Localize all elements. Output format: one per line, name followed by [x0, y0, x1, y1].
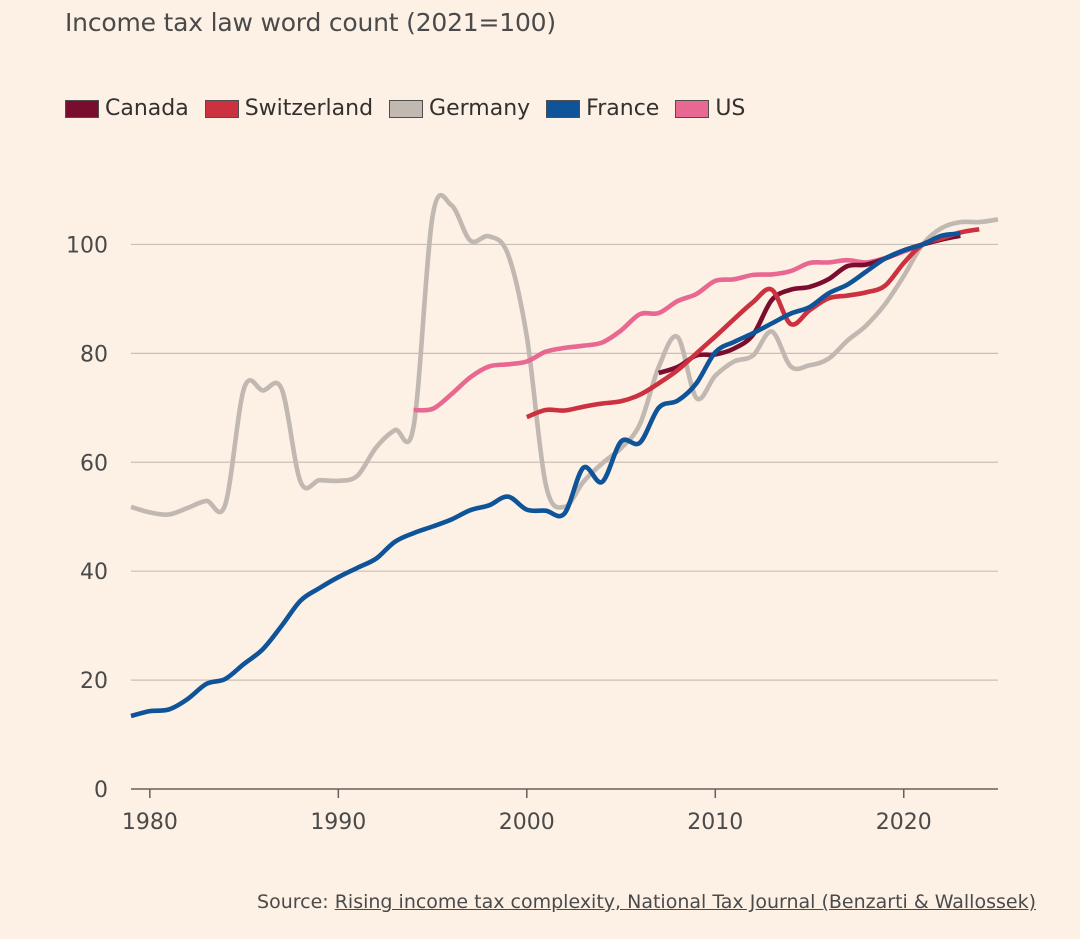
source-note: Source: Rising income tax complexity, Na… — [257, 891, 1036, 913]
series-line-us — [413, 242, 924, 413]
source-label: Source: — [257, 891, 335, 913]
x-tick-label-1990: 1990 — [310, 810, 366, 835]
x-tick-label-1980: 1980 — [122, 810, 178, 835]
x-tick-label-2010: 2010 — [687, 810, 743, 835]
legend-swatch-france — [546, 99, 581, 118]
series-line-switzerland — [525, 226, 980, 420]
y-tick-label-20: 20 — [80, 669, 108, 694]
legend-label-us: US — [715, 96, 746, 121]
legend-label-france: France — [586, 96, 660, 121]
legend-swatch-germany — [389, 99, 424, 118]
legend-swatch-switzerland — [204, 99, 239, 118]
legend-swatch-canada — [65, 99, 99, 118]
legend-label-canada: Canada — [105, 96, 189, 121]
legend-label-germany: Germany — [429, 96, 531, 121]
chart-legend: Canada Switzerland Germany France US — [65, 96, 761, 121]
legend-item-us: US — [675, 96, 745, 121]
legend-item-france: France — [546, 96, 659, 121]
series-line-france — [130, 231, 961, 719]
y-tick-label-80: 80 — [80, 342, 108, 367]
source-link[interactable]: Rising income tax complexity, National T… — [334, 891, 1036, 913]
chart-title: Income tax law word count (2021=100) — [65, 8, 556, 37]
y-tick-label-40: 40 — [80, 560, 108, 585]
y-tick-label-100: 100 — [66, 233, 108, 258]
x-tick-label-2020: 2020 — [876, 810, 932, 835]
legend-label-switzerland: Switzerland — [244, 96, 374, 121]
y-tick-label-60: 60 — [80, 451, 108, 476]
x-tick-label-2000: 2000 — [499, 810, 555, 835]
y-tick-label-0: 0 — [94, 778, 108, 803]
series-line-germany — [130, 192, 999, 517]
legend-item-canada: Canada — [65, 96, 189, 121]
legend-swatch-us — [675, 99, 710, 118]
legend-item-switzerland: Switzerland — [204, 96, 374, 121]
legend-item-germany: Germany — [389, 96, 530, 121]
